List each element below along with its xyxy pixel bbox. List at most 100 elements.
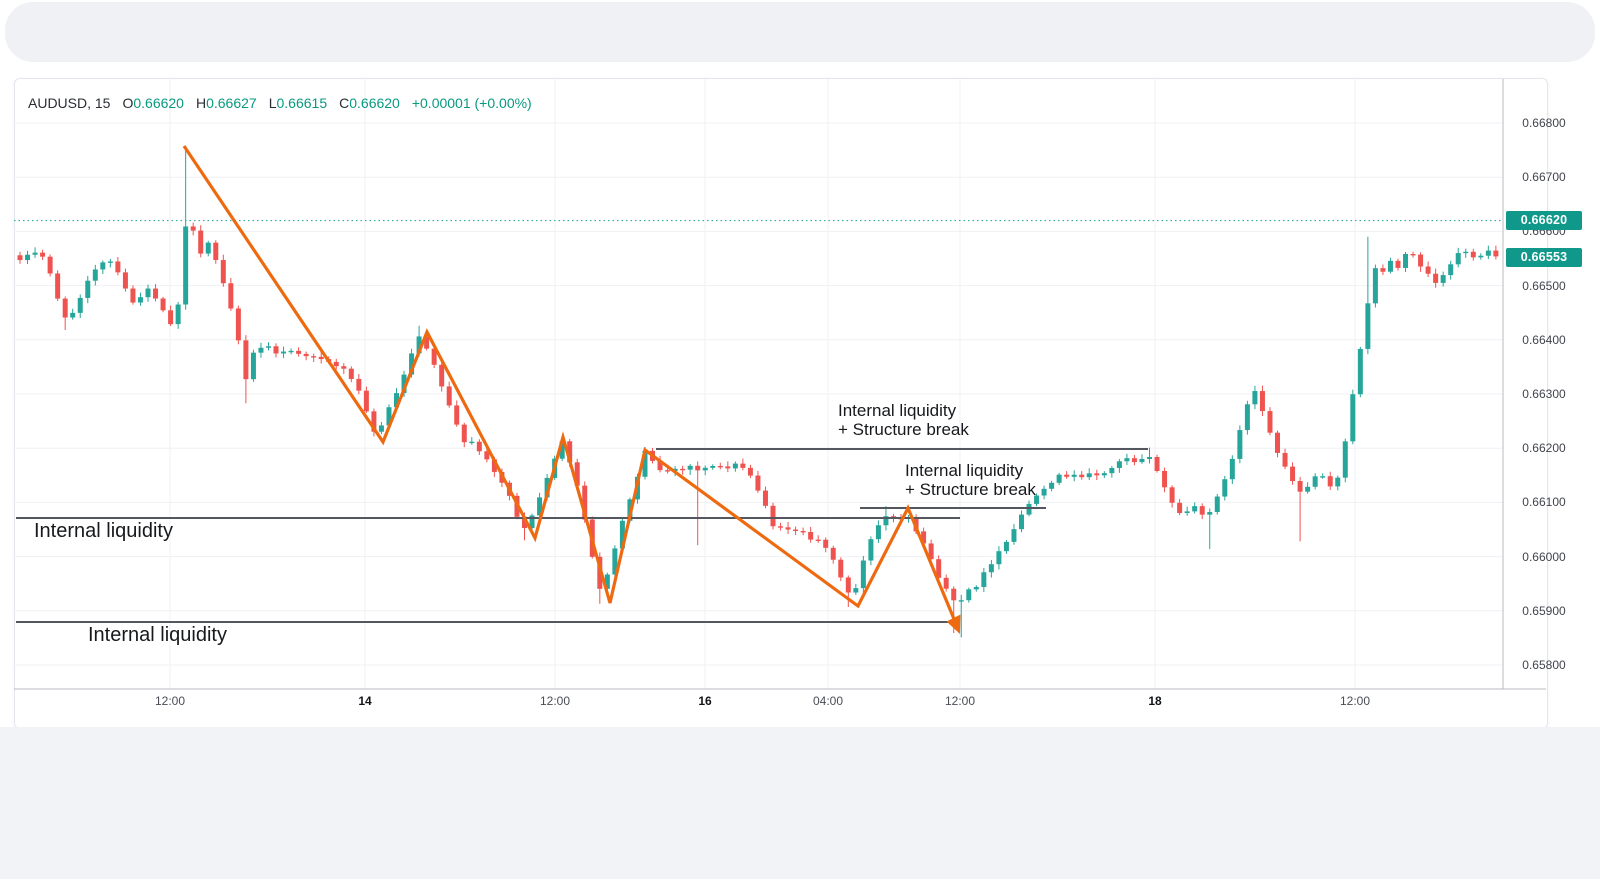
candle xyxy=(160,298,166,311)
low-key: L xyxy=(268,95,277,111)
candle xyxy=(145,288,151,298)
candle xyxy=(1463,251,1469,254)
marked-price-badge: 0.66620 xyxy=(1506,211,1582,230)
candle xyxy=(1056,474,1062,483)
candle xyxy=(378,425,384,432)
candle xyxy=(1478,255,1484,258)
candle xyxy=(567,441,573,463)
candle xyxy=(1049,482,1055,489)
candle xyxy=(424,336,430,349)
candle xyxy=(401,374,407,394)
candle xyxy=(1327,476,1333,487)
candle xyxy=(958,600,964,602)
candle xyxy=(62,298,68,318)
candle xyxy=(333,361,339,367)
candle xyxy=(1214,496,1220,513)
candle xyxy=(137,297,143,303)
price-axis-label: 0.65800 xyxy=(1522,658,1566,672)
candle xyxy=(1455,253,1461,265)
candle xyxy=(868,539,874,561)
candle xyxy=(47,256,53,274)
candle xyxy=(619,520,625,549)
candle xyxy=(981,572,987,587)
candle xyxy=(1169,487,1175,503)
candle xyxy=(220,260,226,284)
candle xyxy=(1252,391,1258,405)
candle xyxy=(115,261,121,273)
candle xyxy=(875,525,881,540)
candle xyxy=(1139,458,1145,463)
candle xyxy=(793,529,799,532)
candle xyxy=(258,347,264,353)
candle xyxy=(356,378,362,391)
candle xyxy=(341,366,347,369)
candle xyxy=(988,564,994,573)
annotation-structure-break-2: Internal liquidity + Structure break xyxy=(905,461,1036,500)
trend-arrow-head xyxy=(946,614,961,634)
candle xyxy=(32,252,38,255)
candle xyxy=(265,346,271,348)
candle xyxy=(1192,506,1198,512)
candle xyxy=(1147,457,1152,459)
candle xyxy=(25,254,31,261)
candle xyxy=(491,459,497,472)
candle xyxy=(823,539,829,548)
candle xyxy=(1267,411,1273,433)
candle xyxy=(544,477,550,498)
candle xyxy=(1207,512,1213,515)
time-axis-label: 14 xyxy=(358,694,372,708)
candle xyxy=(1380,268,1386,272)
time-axis-label: 12:00 xyxy=(1339,694,1371,708)
candle xyxy=(77,297,83,313)
close-value: 0.66620 xyxy=(349,95,400,111)
candle xyxy=(1440,275,1446,283)
footer-area: FXopen® when money makes money xyxy=(0,727,1600,879)
candle xyxy=(1124,458,1130,462)
candle xyxy=(838,559,844,578)
candle xyxy=(107,261,113,263)
candlestick-chart-pane[interactable] xyxy=(14,79,1546,727)
candle xyxy=(1079,474,1085,478)
close-key: C xyxy=(339,95,350,111)
candle xyxy=(228,283,234,309)
candle xyxy=(348,368,354,379)
candle xyxy=(1485,250,1491,256)
candle xyxy=(529,515,535,529)
candle xyxy=(1071,474,1077,477)
price-axis-label: 0.66800 xyxy=(1522,116,1566,130)
high-key: H xyxy=(195,95,207,111)
trend-zigzag-line[interactable] xyxy=(182,145,956,620)
candle xyxy=(1342,441,1348,478)
candle xyxy=(1094,473,1100,476)
candle xyxy=(1297,481,1303,492)
header-band xyxy=(5,2,1595,62)
last-price-badge: 0.66553 xyxy=(1506,248,1582,267)
candle xyxy=(582,485,588,520)
candle xyxy=(860,560,866,589)
candle xyxy=(657,460,663,471)
candle xyxy=(40,252,46,257)
candle xyxy=(800,531,806,533)
candle xyxy=(1305,486,1311,492)
candle xyxy=(1131,458,1137,463)
candle xyxy=(1387,260,1393,272)
candle xyxy=(973,586,979,590)
candle xyxy=(1320,476,1326,478)
candle xyxy=(1116,461,1122,468)
candle xyxy=(680,468,686,471)
candle xyxy=(732,463,738,469)
time-axis-label: 16 xyxy=(698,694,712,708)
candle xyxy=(1184,511,1190,513)
candle xyxy=(1086,473,1092,478)
candle xyxy=(928,543,934,560)
candle xyxy=(559,441,565,459)
candle xyxy=(1425,266,1431,274)
candle xyxy=(1410,253,1416,256)
candle xyxy=(288,350,294,353)
candle xyxy=(1011,529,1017,542)
candle xyxy=(717,465,723,468)
candle xyxy=(122,272,128,289)
chart-card xyxy=(14,78,1548,729)
candle xyxy=(1162,470,1168,488)
candle xyxy=(1041,488,1047,496)
